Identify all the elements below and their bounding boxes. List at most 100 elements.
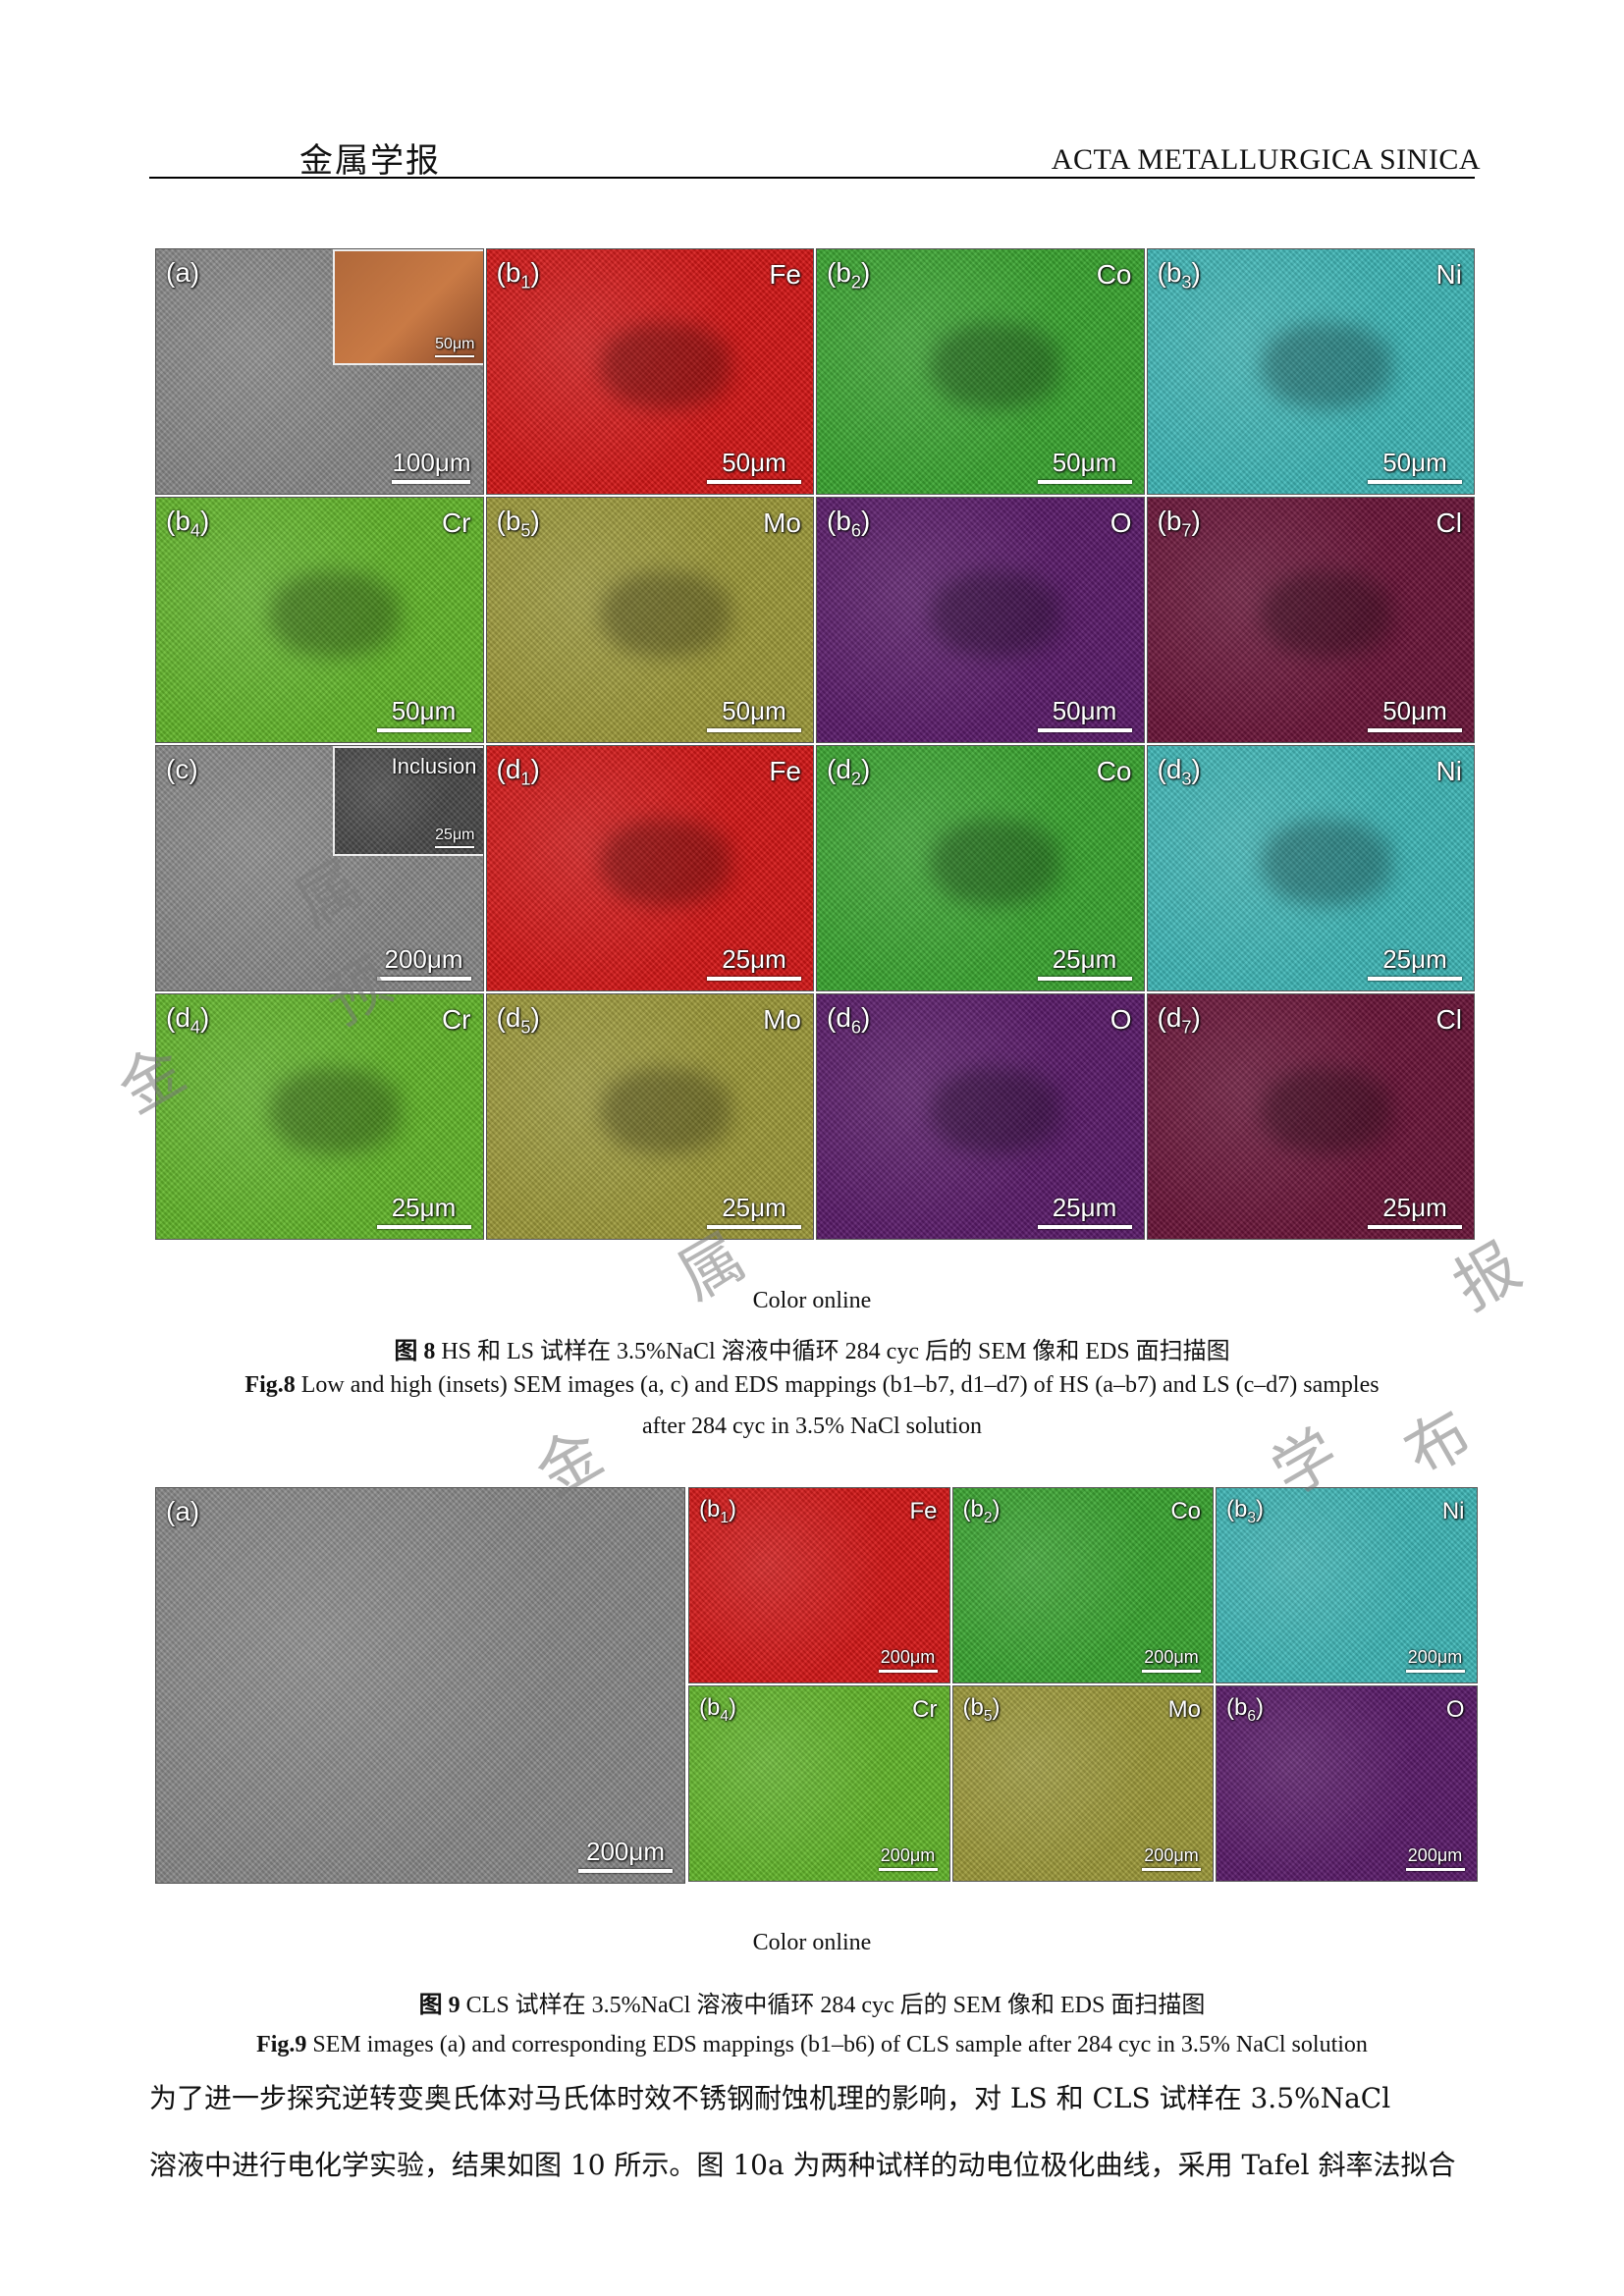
scale-bar-label: 25μm	[435, 827, 475, 843]
fig9-panel-b3: (b3) Ni 200μm	[1216, 1487, 1478, 1683]
element-label: Ni	[1435, 259, 1462, 290]
element-label: Cl	[1435, 507, 1462, 538]
panel-label: (d5)	[496, 1002, 540, 1038]
scale-bar	[707, 728, 801, 732]
fig8-caption-en: Fig.8 Low and high (insets) SEM images (…	[0, 1372, 1624, 1399]
panel-label: (a)	[166, 257, 200, 288]
scale-bar-label: 200μm	[1144, 1647, 1199, 1667]
scale-bar	[878, 1868, 938, 1871]
fig8-panel-b3: (b3) Ni 50μm	[1146, 248, 1475, 495]
panel-label: (b3)	[1157, 257, 1201, 293]
scale-bar-group: 200μm	[376, 944, 471, 981]
element-label: O	[1110, 1004, 1132, 1035]
element-label: O	[1445, 1696, 1465, 1723]
scale-bar	[878, 1670, 938, 1673]
scale-bar-label: 25μm	[722, 944, 786, 974]
panel-label: (b4)	[166, 506, 210, 541]
scale-bar-label: 25μm	[1382, 1193, 1447, 1222]
eds-feature	[270, 570, 402, 657]
panel-label: (b2)	[962, 1496, 1001, 1526]
scale-bar	[1037, 977, 1132, 981]
scale-bar	[1368, 977, 1462, 981]
scale-bar-label: 200μm	[880, 1647, 936, 1667]
header-rule	[149, 177, 1475, 179]
panel-label: (d7)	[1157, 1002, 1201, 1038]
fig8-panel-d3: (d3) Ni 25μm	[1146, 745, 1475, 991]
panel-label: (d1)	[496, 754, 540, 789]
scale-bar-group: 25μm	[707, 944, 801, 981]
panel-label: (b1)	[699, 1496, 737, 1526]
scale-bar-group: 50μm	[1037, 696, 1132, 732]
figure-9: (a) 200μm (b1) Fe 200μm (b2) Co 200μm (b3) Ni 200μ…	[155, 1487, 1478, 1884]
scale-bar-label: 200μm	[384, 944, 463, 974]
inset-scale-bar-group: 25μm	[435, 827, 475, 848]
scale-bar-group: 200μm	[1142, 1845, 1201, 1871]
scale-bar-group: 200μm	[1405, 1845, 1465, 1871]
element-label: Ni	[1435, 756, 1462, 786]
scale-bar-label: 25μm	[722, 1193, 786, 1222]
fig8-caption-en-line2: after 284 cyc in 3.5% NaCl solution	[642, 1414, 982, 1439]
scale-bar	[578, 1869, 673, 1873]
fig8-panel-b4: (b4) Cr 50μm	[155, 497, 484, 743]
scale-bar-label: 200μm	[1407, 1845, 1463, 1865]
fig9-panel-b1: (b1) Fe 200μm	[688, 1487, 950, 1683]
scale-bar-group: 25μm	[1037, 1193, 1132, 1229]
fig8-panel-b6: (b6) O 50μm	[816, 497, 1145, 743]
scale-bar	[707, 1225, 801, 1229]
panel-label: (d3)	[1157, 754, 1201, 789]
scale-bar-group: 200μm	[1405, 1647, 1465, 1673]
element-label: Cl	[1435, 1004, 1462, 1035]
element-label: Cr	[912, 1696, 938, 1723]
element-label: Mo	[763, 1004, 801, 1035]
scale-bar	[376, 728, 471, 732]
scale-bar-group: 100μm	[392, 448, 471, 484]
fig8-panel-a: (a) 100μm 50μm	[155, 248, 484, 495]
fig9-panel-b6: (b6) O 200μm	[1216, 1685, 1478, 1882]
scale-bar	[1142, 1868, 1201, 1871]
scale-bar	[1142, 1670, 1201, 1673]
element-label: Cr	[441, 507, 471, 538]
panel-label: (b2)	[827, 257, 871, 293]
eds-feature	[931, 322, 1062, 408]
scale-bar	[1405, 1868, 1465, 1871]
panel-label: (b4)	[699, 1694, 737, 1725]
fig8-panel-d4: (d4) Cr 25μm	[155, 993, 484, 1240]
journal-name-en: ACTA METALLURGICA SINICA	[1051, 143, 1481, 176]
eds-feature	[600, 322, 731, 408]
fig8-panel-b2: (b2) Co 50μm	[816, 248, 1145, 495]
fig8-panel-d2: (d2) Co 25μm	[816, 745, 1145, 991]
fig9-caption-cn-label: 图 9	[418, 1993, 460, 2018]
panel-label: (a)	[166, 1496, 200, 1526]
fig8-color-online: Color online	[752, 1288, 872, 1313]
panel-label: (d4)	[166, 1002, 210, 1038]
scale-bar-group: 50μm	[707, 696, 801, 732]
fig9-caption-en-text: SEM images (a) and corresponding EDS map…	[306, 2032, 1368, 2057]
eds-feature	[1261, 570, 1392, 657]
scale-bar-label: 200μm	[585, 1837, 666, 1866]
scale-bar	[1037, 1225, 1132, 1229]
journal-name-cn: 金属学报	[299, 141, 441, 181]
panel-label: (b3)	[1226, 1496, 1265, 1526]
panel-label: (b5)	[496, 506, 540, 541]
scale-bar	[1368, 1225, 1462, 1229]
eds-feature	[931, 570, 1062, 657]
inset-image: 50μm	[332, 249, 483, 365]
fig9-caption-cn: 图 9 CLS 试样在 3.5%NaCl 溶液中循环 284 cyc 后的 SE…	[0, 1985, 1624, 2019]
fig9-caption-en-label: Fig.9	[256, 2032, 307, 2057]
eds-feature	[600, 570, 731, 657]
scale-bar	[1405, 1670, 1465, 1673]
scale-bar-group: 200μm	[878, 1647, 938, 1673]
panel-label: (b1)	[496, 257, 540, 293]
scale-bar-group: 50μm	[376, 696, 471, 732]
body-paragraph-line-1: 为了进一步探究逆转变奥氏体对马氏体时效不锈钢耐蚀机理的影响，对 LS 和 CLS…	[149, 2082, 1391, 2114]
fig8-caption-en-text: Low and high (insets) SEM images (a, c) …	[295, 1372, 1380, 1398]
scale-bar-group: 200μm	[1142, 1647, 1201, 1673]
fig9-caption-cn-text: CLS 试样在 3.5%NaCl 溶液中循环 284 cyc 后的 SEM 像和…	[460, 1993, 1206, 2018]
fig8-panel-d7: (d7) Cl 25μm	[1146, 993, 1475, 1240]
fig9-caption-en: Fig.9 SEM images (a) and corresponding E…	[0, 2032, 1624, 2058]
scale-bar-group: 25μm	[707, 1193, 801, 1229]
fig8-panel-b7: (b7) Cl 50μm	[1146, 497, 1475, 743]
scale-bar-label: 50μm	[391, 696, 457, 725]
scale-bar-label: 50μm	[1382, 448, 1447, 477]
eds-feature	[1261, 322, 1392, 408]
